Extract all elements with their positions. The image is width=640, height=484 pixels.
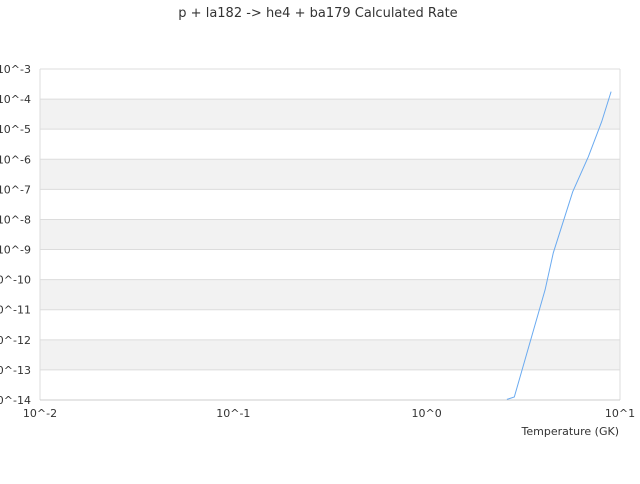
y-tick-label: 10^-3 (0, 63, 31, 76)
x-tick-label: 10^-2 (23, 407, 57, 420)
x-axis-label: Temperature (GK) (521, 425, 620, 438)
band (40, 279, 620, 310)
y-tick-label: 10^-9 (0, 244, 31, 257)
y-tick-label: 10^-4 (0, 93, 31, 106)
y-tick-label: 10^-10 (0, 274, 31, 287)
x-tick-label: 10^-1 (216, 407, 250, 420)
y-tick-label: 10^-7 (0, 183, 31, 196)
y-tick-label: 10^-5 (0, 123, 31, 136)
y-tick-label: 10^-11 (0, 304, 31, 317)
series-group (506, 91, 612, 400)
y-tick-label: 10^-6 (0, 153, 31, 166)
x-axis-ticks: 10^-2 10^-1 10^0 10^1 (23, 407, 635, 420)
band (40, 99, 620, 130)
series-line (506, 91, 612, 400)
y-tick-label: 10^-14 (0, 394, 31, 407)
y-tick-label: 10^-13 (0, 364, 31, 377)
grid-lines (39, 68, 621, 401)
y-tick-label: 10^-12 (0, 334, 31, 347)
y-axis-ticks: 10^-3 10^-4 10^-5 10^-6 10^-7 10^-8 10^-9 10^-1… (0, 63, 31, 407)
y-tick-label: 10^-8 (0, 213, 31, 226)
chart-title: p + la182 -> he4 + ba179 Calculated Rate (178, 6, 457, 21)
background-bands (40, 99, 620, 370)
x-tick-label: 10^1 (605, 407, 635, 420)
band (40, 339, 620, 370)
band (40, 219, 620, 250)
x-tick-label: 10^0 (412, 407, 442, 420)
band (40, 159, 620, 190)
